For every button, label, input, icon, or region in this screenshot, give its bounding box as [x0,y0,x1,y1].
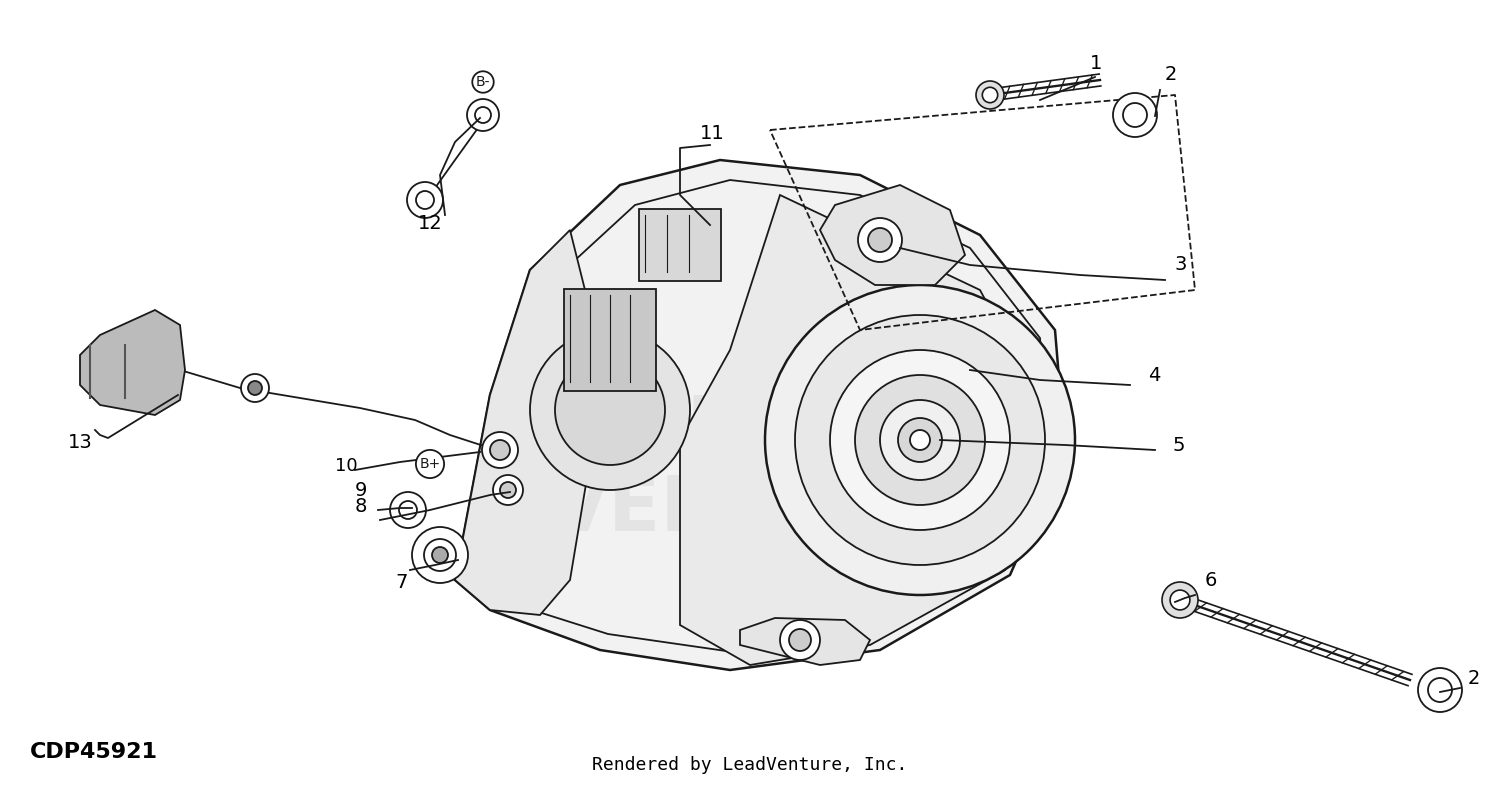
Circle shape [416,191,434,209]
Polygon shape [680,195,1054,665]
Circle shape [530,330,690,490]
Circle shape [898,418,942,462]
Text: 12: 12 [419,214,442,232]
Circle shape [830,350,1010,530]
Text: CDP45921: CDP45921 [30,742,158,762]
Text: VENTURE: VENTURE [550,473,950,547]
Circle shape [399,501,417,519]
Circle shape [982,87,998,102]
Text: B-: B- [476,75,490,89]
Text: 7: 7 [394,573,408,592]
Text: 5: 5 [1172,436,1185,455]
Text: 2: 2 [1468,668,1480,687]
Circle shape [413,527,468,583]
FancyBboxPatch shape [564,289,656,391]
Text: Rendered by LeadVenture, Inc.: Rendered by LeadVenture, Inc. [592,756,908,774]
Circle shape [390,492,426,528]
Circle shape [432,547,448,563]
Text: 13: 13 [68,433,93,452]
Circle shape [868,228,892,252]
Text: 11: 11 [700,124,724,143]
Circle shape [1113,93,1156,137]
Circle shape [1124,103,1148,127]
Polygon shape [454,230,590,615]
Text: 2: 2 [1166,65,1178,84]
Circle shape [976,81,1004,109]
Circle shape [555,355,664,465]
Text: 1: 1 [1090,54,1102,72]
Circle shape [855,375,986,505]
Circle shape [248,381,262,395]
Circle shape [789,629,812,651]
Circle shape [780,620,820,660]
Circle shape [1428,678,1452,702]
Text: 6: 6 [1204,571,1218,589]
Circle shape [858,218,901,262]
Text: LEAD: LEAD [639,393,861,467]
Circle shape [406,182,442,218]
Text: 8: 8 [356,497,368,516]
Circle shape [242,374,268,402]
Text: 3: 3 [1174,255,1188,274]
Circle shape [500,482,516,498]
FancyBboxPatch shape [639,209,722,281]
Circle shape [1170,590,1190,610]
Polygon shape [454,160,1065,670]
Circle shape [424,539,456,571]
Circle shape [494,475,524,505]
Circle shape [1418,668,1462,712]
Circle shape [880,400,960,480]
Polygon shape [80,310,184,415]
Text: B+: B+ [420,457,441,471]
Polygon shape [821,185,965,285]
Circle shape [1162,582,1198,618]
Circle shape [795,315,1046,565]
Circle shape [765,285,1076,595]
Circle shape [482,432,518,468]
Circle shape [490,440,510,460]
Circle shape [466,99,500,131]
Text: 4: 4 [1148,366,1161,385]
Circle shape [476,107,490,123]
Text: 9: 9 [356,481,368,500]
Circle shape [910,430,930,450]
Text: 10: 10 [334,457,357,475]
Polygon shape [740,618,870,665]
